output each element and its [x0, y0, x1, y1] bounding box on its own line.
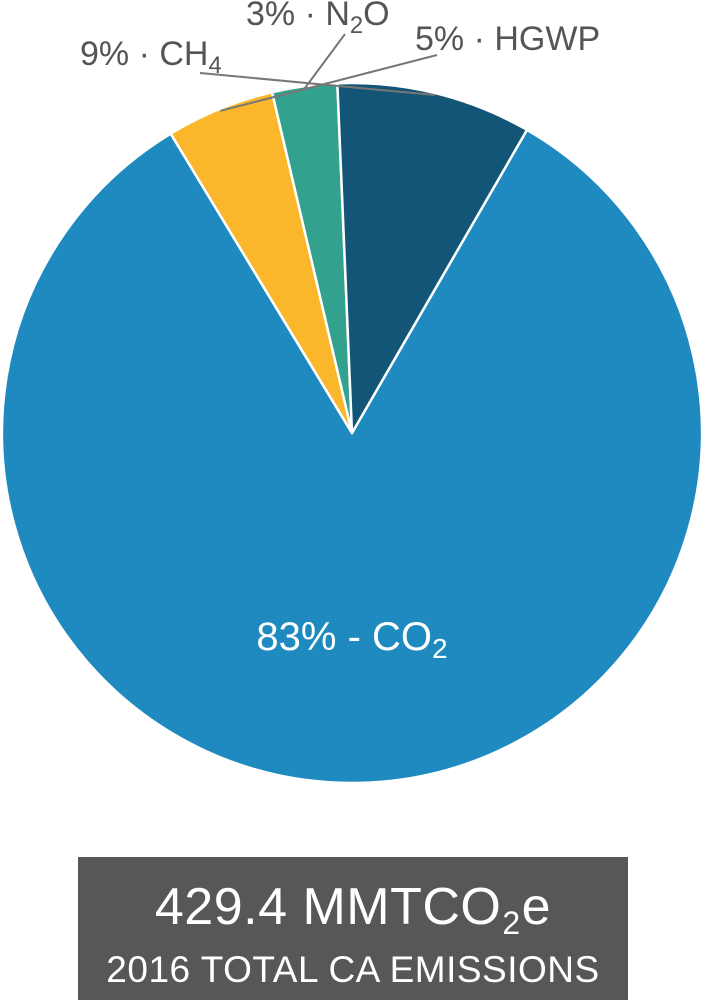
pie-label-co2: 83% - CO2 — [256, 615, 447, 664]
leader-line-no2 — [303, 33, 346, 89]
total-emissions-caption: 2016 TOTAL CA EMISSIONS — [106, 949, 600, 990]
emissions-pie-chart: 83% - CO2 5% · HGWP 3% · N2O 9% · CH4 — [0, 0, 703, 785]
leader-line-ch4 — [199, 72, 436, 97]
total-emissions-box: 429.4 MMTCO2e 2016 TOTAL CA EMISSIONS — [78, 857, 628, 1000]
pie-label-ch4: 9% · CH4 — [80, 35, 222, 79]
total-emissions-value: 429.4 MMTCO2e — [154, 878, 552, 941]
leader-line-hgwp — [220, 54, 438, 112]
pie-slice-co2 — [0, 128, 703, 785]
pie-label-no2: 3% · N2O — [246, 0, 390, 39]
pie-label-hgwp: 5% · HGWP — [415, 20, 600, 58]
pie-slice-ch4 — [336, 81, 529, 435]
